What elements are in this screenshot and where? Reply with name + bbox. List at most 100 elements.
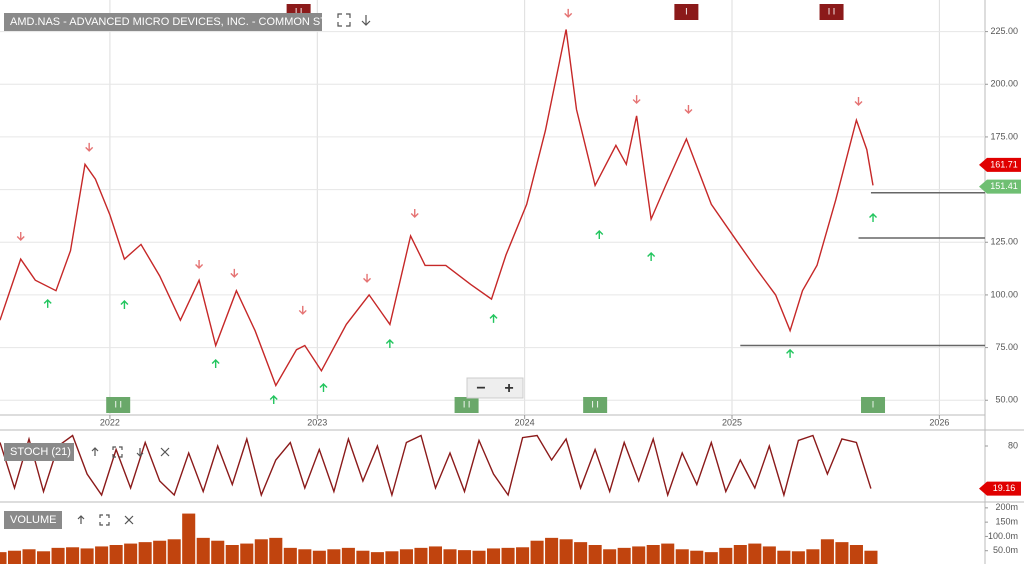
event-label: I I [463,399,471,409]
volume-bar [153,540,167,564]
signal-arrow [298,305,307,315]
volume-bar [66,547,80,564]
signal-arrow [684,104,693,114]
volume-bar [806,549,820,564]
volume-bar [124,543,138,564]
price-tag [979,157,1021,172]
event-flag [861,397,886,413]
volume-bar [603,549,617,564]
down-icon[interactable] [361,15,371,26]
signal-arrow [869,212,878,222]
volume-bar [690,550,704,564]
up-icon[interactable] [91,447,99,456]
signal-arrow [230,268,239,278]
volume-bar [748,543,762,564]
down-icon[interactable] [136,448,144,457]
volume-bar [385,551,399,564]
event-flag [454,397,479,413]
price-tag [979,179,1021,194]
signal-arrow [16,231,25,241]
volume-bar [269,537,283,564]
volume-bar [167,539,181,564]
y-tick-label: 150m [995,517,1018,527]
volume-bar [733,545,747,564]
panel-icons [77,13,371,526]
volume-bar [864,550,878,564]
volume-bar [196,537,210,564]
expand-icon[interactable] [112,446,123,458]
volume-bar [617,547,631,564]
volume-bar [182,513,196,564]
signal-arrow [43,298,52,308]
close-icon[interactable] [124,515,134,525]
signal-arrow [85,142,94,152]
event-label: I I [114,399,122,409]
volume-bar [777,550,791,564]
y-tick-label: 225.00 [990,26,1018,36]
panel-title-box [4,13,322,31]
volume-bar [22,549,36,564]
zoom-out[interactable]: − [476,380,485,397]
volume-bar [791,551,805,564]
price-tag [979,481,1021,496]
volume-bar [138,542,152,564]
signal-arrow [632,95,641,105]
volume-bar [501,547,515,564]
event-label: I [872,399,875,409]
volume-bar [225,545,239,564]
volume-bar [559,539,573,564]
price-tag-label: 19.16 [993,483,1016,493]
y-tick-label: 125.00 [990,237,1018,247]
zoom-in[interactable]: + [504,380,513,397]
price-line [0,29,874,388]
close-icon[interactable] [160,447,170,457]
volume-bar [7,550,22,564]
volume-bar [762,546,776,564]
panel-title-box [4,511,62,529]
volume-bar [211,540,225,564]
x-tick-label: 2024 [515,417,535,427]
volume-bar [341,547,355,564]
signal-arrow [211,358,220,368]
up-icon[interactable] [77,515,85,524]
volume-bar [835,542,849,564]
signal-arrow [564,8,573,18]
volume-bar [37,551,51,564]
volume-bar [428,546,443,564]
volume-bar [545,537,559,564]
volume-bar [443,549,457,564]
event-label: I I [591,399,599,409]
panel-title: AMD.NAS - ADVANCED MICRO DEVICES, INC. -… [10,16,351,28]
volume-bar [298,549,312,564]
volume-bar [516,547,530,564]
y-tick-label: 200m [995,502,1018,512]
event-label: I I [295,6,303,16]
volume-bar [399,549,413,564]
x-tick-label: 2023 [307,417,327,427]
x-tick-label: 2026 [929,417,949,427]
signal-arrow [786,348,795,358]
signal-arrow [595,230,604,240]
volume-bar [588,545,602,564]
panel-title: STOCH (21) [10,446,71,458]
volume-bar [283,547,297,564]
signal-arrow [385,338,394,348]
y-tick-label: 100.0m [988,531,1018,541]
volume-bar [820,539,834,564]
volume-bar [704,552,718,564]
volume-bar [849,545,863,564]
signal-arrow [410,209,419,219]
signal-arrow [647,251,656,261]
price-line [0,434,872,498]
expand-icon[interactable] [337,13,351,27]
expand-icon[interactable] [99,514,110,526]
volume-bar [80,548,94,564]
event-flag [819,4,844,20]
volume-bar [51,547,65,564]
volume-bar [370,552,384,564]
event-flag [674,4,699,20]
volume-bar [487,548,501,564]
volume-bar [327,549,341,564]
x-tick-label: 2022 [100,417,120,427]
